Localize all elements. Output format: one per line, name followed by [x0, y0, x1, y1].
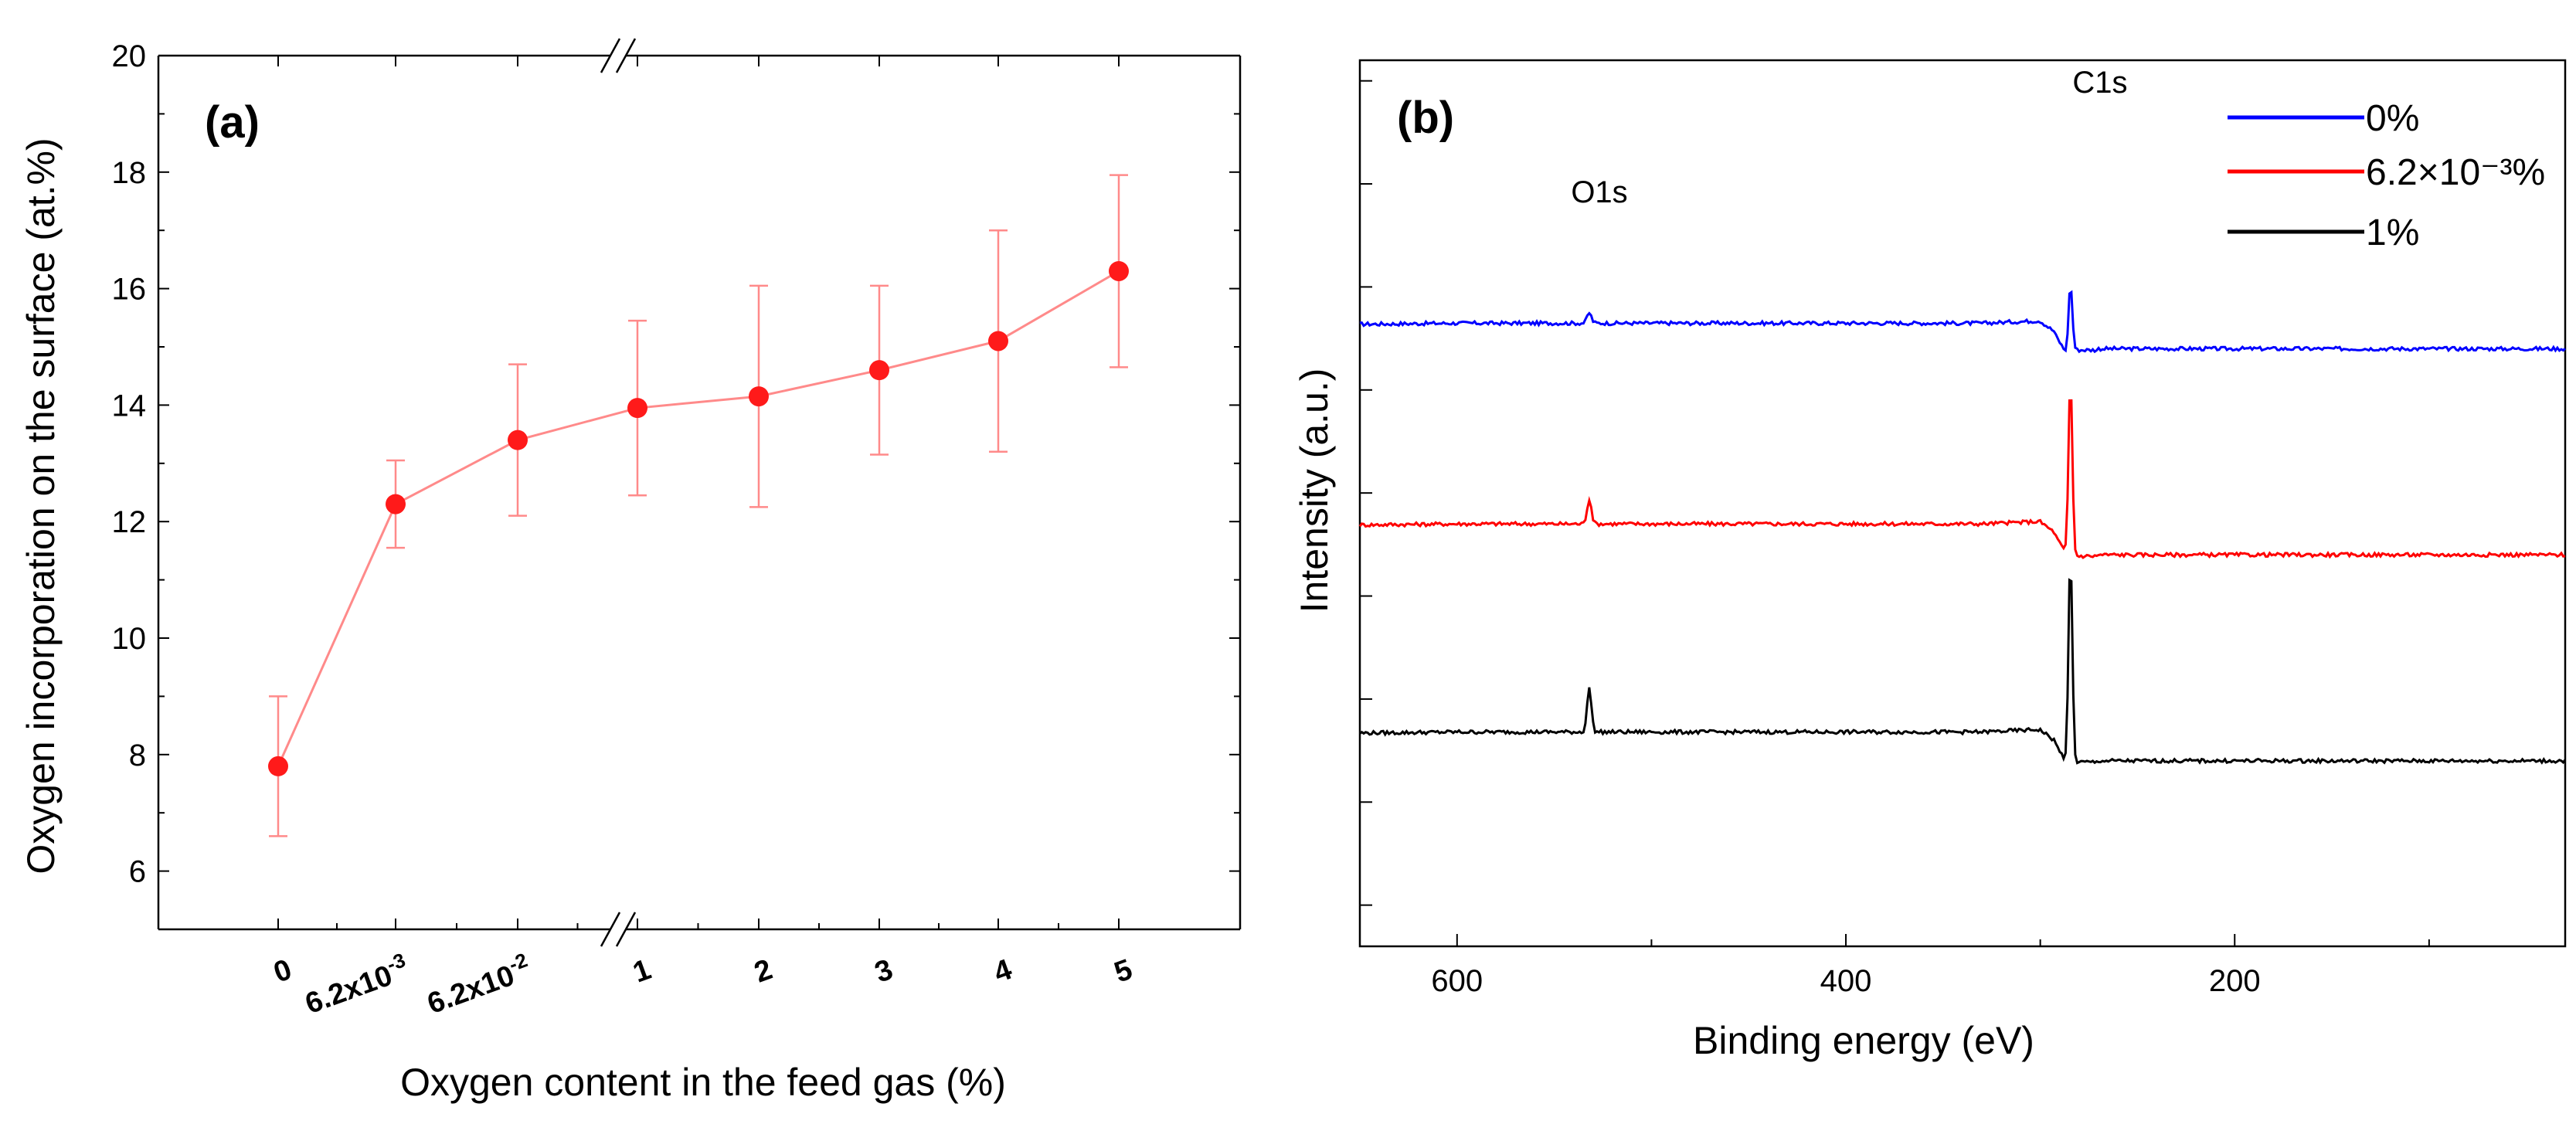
- o1s-annotation: O1s: [1571, 175, 1627, 209]
- panel-b-chart: (b) Intensity (a.u.) Binding energy (eV)…: [1293, 59, 2567, 1062]
- data-point: [869, 360, 889, 381]
- panel-a-x-tick-label: 1: [629, 953, 655, 990]
- panel-a-points: [268, 260, 1129, 776]
- panel-a-y-tick-label: 18: [112, 156, 147, 190]
- data-point: [988, 331, 1008, 351]
- axis-break-mark: [600, 912, 621, 947]
- c1s-annotation: C1s: [2072, 66, 2127, 100]
- data-point: [627, 398, 647, 419]
- data-point: [1109, 260, 1129, 281]
- panel-b-x-axis-title: Binding energy (eV): [1693, 1019, 2034, 1062]
- legend-label: 1%: [2366, 212, 2419, 253]
- panel-a-x-tick-label: 4: [990, 953, 1016, 990]
- panel-a-series-line: [277, 270, 1120, 767]
- panel-b-ticks: 600 400 200: [1360, 80, 2430, 998]
- panel-b-frame: [1358, 59, 2567, 948]
- legend-label: 0%: [2366, 98, 2419, 139]
- panel-b-axes: [1358, 59, 2567, 948]
- panel-b-spectra: [1358, 290, 2567, 765]
- panel-b-x-tick-label: 600: [1431, 964, 1483, 998]
- panel-b-legend: 0% 6.2×10⁻³% 1%: [2228, 98, 2545, 253]
- panel-a-x-tick-label: 6.2x10-3: [299, 948, 413, 1020]
- panel-b-label: (b): [1397, 93, 1454, 143]
- data-point: [749, 386, 769, 407]
- panel-a-y-tick-label: 20: [112, 39, 147, 73]
- spectrum-line: [1359, 290, 2566, 354]
- panel-b-y-axis-title: Intensity (a.u.): [1293, 368, 1336, 613]
- panel-a-y-tick-label: 16: [112, 273, 147, 307]
- panel-a-series-path: [277, 270, 1120, 767]
- spectrum-line: [1359, 578, 2567, 765]
- panel-a-y-tick-label: 8: [129, 739, 146, 773]
- panel-a-label: (a): [205, 97, 260, 148]
- axis-break-mark: [615, 912, 637, 947]
- legend-label: 6.2×10⁻³%: [2366, 152, 2545, 193]
- panel-a-x-tick-label: 6.2x10-2: [421, 948, 535, 1020]
- data-point: [268, 756, 288, 776]
- panel-b-x-tick-label: 200: [2209, 964, 2261, 998]
- panel-a-x-tick-label: 5: [1110, 953, 1137, 990]
- data-point: [508, 430, 528, 450]
- spectrum-line: [1358, 399, 2566, 559]
- panel-a-y-axis-title: Oxygen incorporation on the surface (at.…: [19, 138, 63, 874]
- panel-a-axes: [157, 38, 1242, 947]
- panel-a-x-axis-title: Oxygen content in the feed gas (%): [400, 1061, 1006, 1104]
- panel-a-x-tick-label: 3: [871, 953, 897, 990]
- panel-a-y-tick-label: 6: [129, 855, 146, 889]
- axis-break-mark: [600, 38, 621, 73]
- panel-b-x-tick-label: 400: [1820, 964, 1872, 998]
- data-point: [386, 494, 406, 514]
- panel-a-y-tick-label: 10: [112, 622, 147, 656]
- panel-a-chart: (a) Oxygen incorporation on the surface …: [19, 38, 1242, 1104]
- axis-break-mark: [615, 38, 637, 73]
- panel-a-y-tick-label: 12: [112, 505, 147, 539]
- panel-a-y-tick-label: 14: [112, 389, 147, 423]
- panel-a-x-tick-label: 2: [750, 953, 777, 990]
- panel-a-x-tick-label: 0: [270, 953, 296, 990]
